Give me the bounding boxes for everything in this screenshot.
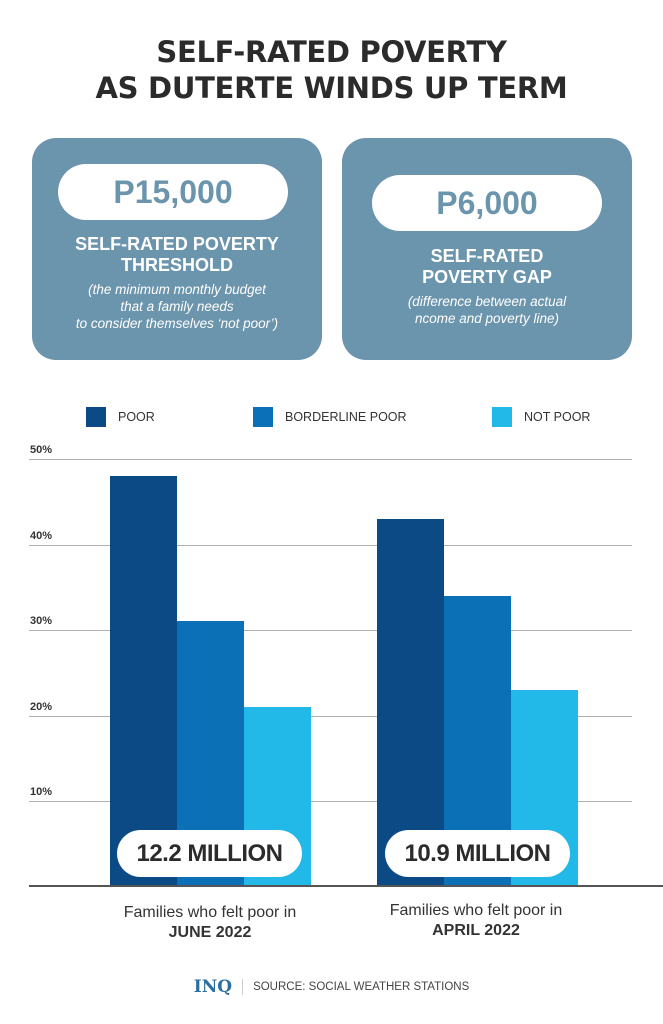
title-line-1: SELF-RATED POVERTY bbox=[156, 35, 507, 69]
bar-poor-april bbox=[377, 518, 444, 886]
legend-item-borderline-poor: BORDERLINE POOR bbox=[253, 407, 407, 427]
category-label-june: Families who felt poor in JUNE 2022 bbox=[123, 904, 297, 941]
y-tick-20: 20% bbox=[30, 701, 53, 713]
category-label-april: Families who felt poor in APRIL 2022 bbox=[389, 902, 563, 939]
poverty-threshold-card: P15,000 SELF-RATED POVERTY THRESHOLD (th… bbox=[32, 138, 322, 360]
chart-legend: POOR BORDERLINE POOR NOT POOR bbox=[0, 407, 663, 431]
gap-label: SELF-RATED POVERTY GAP bbox=[422, 246, 552, 287]
gridline-30 bbox=[29, 630, 632, 631]
y-tick-50: 50% bbox=[30, 444, 53, 456]
x-axis-baseline bbox=[29, 885, 663, 887]
april-count-pill: 10.9 MILLION bbox=[385, 830, 570, 877]
footer: INQ SOURCE: SOCIAL WEATHER STATIONS bbox=[0, 977, 663, 997]
legend-item-not-poor: NOT POOR bbox=[492, 407, 590, 427]
y-tick-10: 10% bbox=[30, 786, 53, 798]
footer-divider bbox=[242, 979, 244, 995]
threshold-value: P15,000 bbox=[58, 164, 288, 220]
gridline-10 bbox=[29, 801, 632, 802]
gap-value: P6,000 bbox=[372, 175, 602, 231]
source-credit: SOURCE: SOCIAL WEATHER STATIONS bbox=[253, 981, 470, 993]
gridline-20 bbox=[29, 716, 632, 717]
legend-item-poor: POOR bbox=[86, 407, 155, 427]
legend-swatch-borderline bbox=[253, 407, 273, 427]
gap-note: (difference between actual ncome and pov… bbox=[407, 294, 567, 326]
gridline-40 bbox=[29, 545, 632, 546]
poverty-gap-card: P6,000 SELF-RATED POVERTY GAP (differenc… bbox=[342, 138, 632, 360]
gridline-50 bbox=[29, 459, 632, 460]
chart-title: SELF-RATED POVERTY AS DUTERTE WINDS UP T… bbox=[0, 34, 663, 106]
threshold-note: (the minimum monthly budget that a famil… bbox=[75, 282, 279, 331]
y-tick-30: 30% bbox=[30, 615, 53, 627]
bar-poor-june bbox=[110, 476, 177, 886]
legend-swatch-not-poor bbox=[492, 407, 512, 427]
legend-swatch-poor bbox=[86, 407, 106, 427]
y-tick-40: 40% bbox=[30, 530, 53, 542]
threshold-label: SELF-RATED POVERTY THRESHOLD bbox=[75, 234, 279, 275]
june-count-pill: 12.2 MILLION bbox=[117, 830, 302, 877]
inq-logo: INQ bbox=[193, 977, 233, 997]
title-line-2: AS DUTERTE WINDS UP TERM bbox=[95, 71, 568, 105]
